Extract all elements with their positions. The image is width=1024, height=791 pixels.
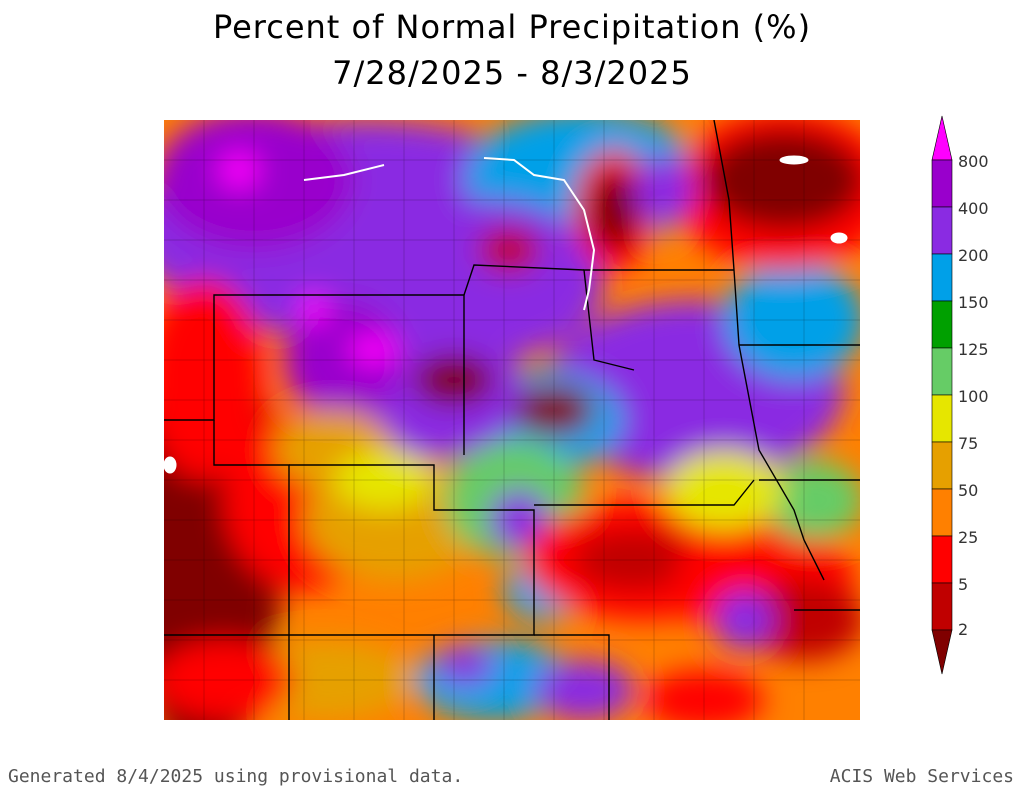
legend-label-150: 150 — [958, 293, 989, 312]
legend-label-5: 5 — [958, 575, 969, 594]
precip-fields — [164, 120, 860, 720]
county-lines — [164, 120, 860, 720]
water-features — [164, 155, 848, 474]
legend-label-25: 25 — [958, 528, 979, 547]
legend-label-125: 125 — [958, 340, 989, 359]
source-credit: ACIS Web Services — [829, 766, 1014, 787]
date-range: 7/28/2025 - 8/3/2025 — [332, 54, 692, 92]
legend-label-50: 50 — [958, 481, 979, 500]
precipitation-map — [164, 120, 860, 720]
color-legend — [931, 115, 953, 675]
legend-label-800: 800 — [958, 152, 989, 171]
generated-note: Generated 8/4/2025 using provisional dat… — [8, 766, 464, 787]
legend-label-200: 200 — [958, 246, 989, 265]
legend-label-2: 2 — [958, 620, 969, 639]
state-boundaries — [164, 120, 860, 720]
map-title: Percent of Normal Precipitation (%) — [212, 8, 812, 46]
legend-label-100: 100 — [958, 387, 989, 406]
legend-label-75: 75 — [958, 434, 979, 453]
legend-label-400: 400 — [958, 199, 989, 218]
